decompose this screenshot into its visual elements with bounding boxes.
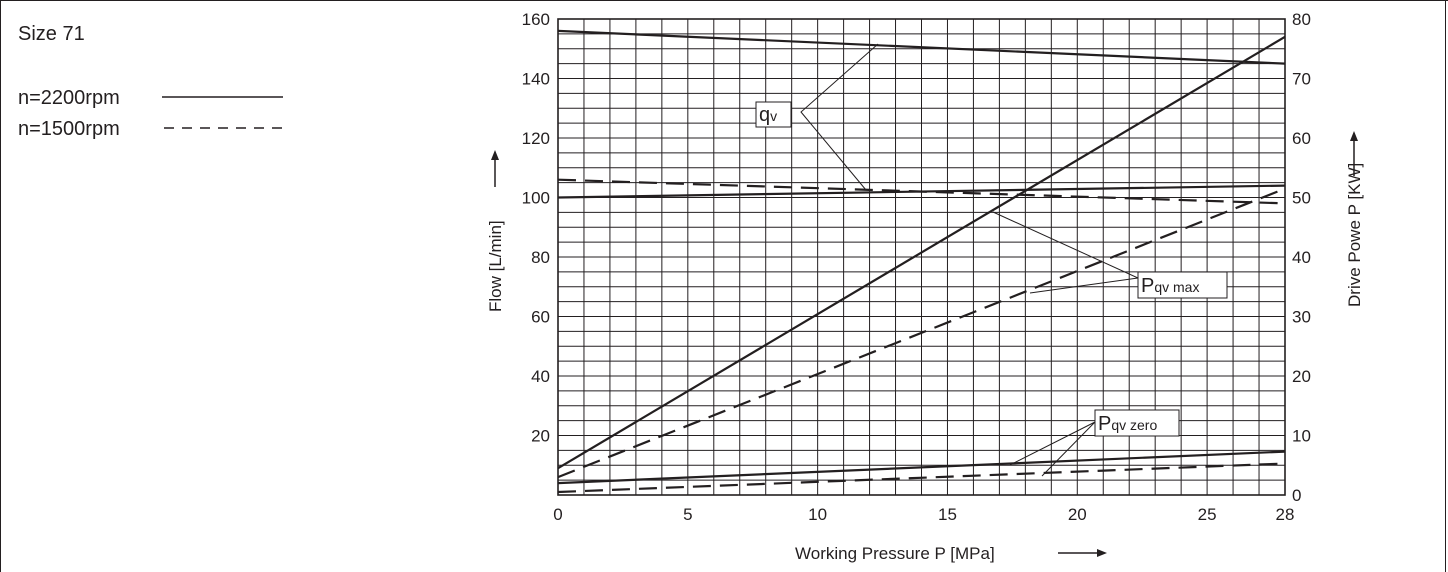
y-right-tick-label: 30 xyxy=(1292,308,1311,327)
y-right-axis-label: Drive Powe P [KW] xyxy=(1345,163,1364,307)
y-right-tick-label: 0 xyxy=(1292,486,1301,505)
y-left-axis-label: Flow [L/min] xyxy=(486,220,505,312)
annotation-pqv-max-sub: qv max xyxy=(1154,279,1199,295)
y-right-tick-label: 10 xyxy=(1292,427,1311,446)
svg-text:Pqv zero: Pqv zero xyxy=(1098,413,1157,435)
y-right-tick-label: 40 xyxy=(1292,248,1311,267)
annotation-qv-main: q xyxy=(759,104,770,126)
annotation-qv-sub: v xyxy=(770,108,777,124)
y-left-tick-label: 20 xyxy=(531,427,550,446)
series-line-qv-solid xyxy=(557,29,1286,65)
legend-label-1500: n=1500rpm xyxy=(18,118,120,140)
x-tick-label: 28 xyxy=(1276,505,1295,524)
x-tick-labels: 0 5 10 15 20 25 28 xyxy=(553,505,1294,524)
y-left-tick-label: 40 xyxy=(531,367,550,386)
y-left-tick-label: 60 xyxy=(531,308,550,327)
annotation-pqv-zero-main: P xyxy=(1098,413,1111,435)
series-line-pqv-max-solid xyxy=(557,184,1286,199)
plot-area xyxy=(557,18,1286,496)
legend-label-2200: n=2200rpm xyxy=(18,87,120,109)
x-axis-arrow-icon xyxy=(1097,549,1107,557)
y-left-tick-label: 80 xyxy=(531,248,550,267)
y-left-tick-label: 100 xyxy=(522,189,550,208)
series-line-pqv-zero-solid xyxy=(557,450,1286,485)
annotation-pqv-zero-sub: qv zero xyxy=(1111,417,1157,433)
annotation-pqv-zero: Pqv zero xyxy=(1009,409,1180,477)
y-left-tick-label: 140 xyxy=(522,70,550,89)
x-tick-label: 25 xyxy=(1198,505,1217,524)
svg-text:Pqv max: Pqv max xyxy=(1141,275,1199,297)
annotation-qv: qv xyxy=(755,43,879,191)
y-left-tick-label: 120 xyxy=(522,129,550,148)
y-right-tick-label: 20 xyxy=(1292,367,1311,386)
x-tick-label: 0 xyxy=(553,505,562,524)
chart-title: Size 71 xyxy=(18,23,85,45)
annotation-pqv-max: Pqv max xyxy=(992,211,1228,299)
y-right-tick-labels: 0 10 20 30 40 50 60 70 80 xyxy=(1292,10,1311,505)
x-tick-label: 5 xyxy=(683,505,692,524)
x-axis-label: Working Pressure P [MPa] xyxy=(795,544,995,563)
y-right-tick-label: 60 xyxy=(1292,129,1311,148)
annotation-pqv-max-main: P xyxy=(1141,275,1154,297)
x-tick-label: 10 xyxy=(808,505,827,524)
series-layer xyxy=(557,29,1286,494)
x-tick-label: 20 xyxy=(1068,505,1087,524)
y-right-tick-label: 70 xyxy=(1292,70,1311,89)
series-line-pqv-max-solid xyxy=(557,35,1286,470)
svg-text:qv: qv xyxy=(759,104,777,126)
y-left-tick-label: 160 xyxy=(522,10,550,29)
y-right-arrow-icon xyxy=(1350,131,1358,141)
y-right-tick-label: 50 xyxy=(1292,189,1311,208)
series-line-pqv-max-dashed xyxy=(557,187,1286,479)
y-left-arrow-icon xyxy=(491,150,499,160)
y-left-tick-labels: 20 40 60 80 100 120 140 160 xyxy=(522,10,550,446)
y-right-tick-label: 80 xyxy=(1292,10,1311,29)
series-line-pqv-zero-dashed xyxy=(557,462,1286,494)
x-tick-label: 15 xyxy=(938,505,957,524)
